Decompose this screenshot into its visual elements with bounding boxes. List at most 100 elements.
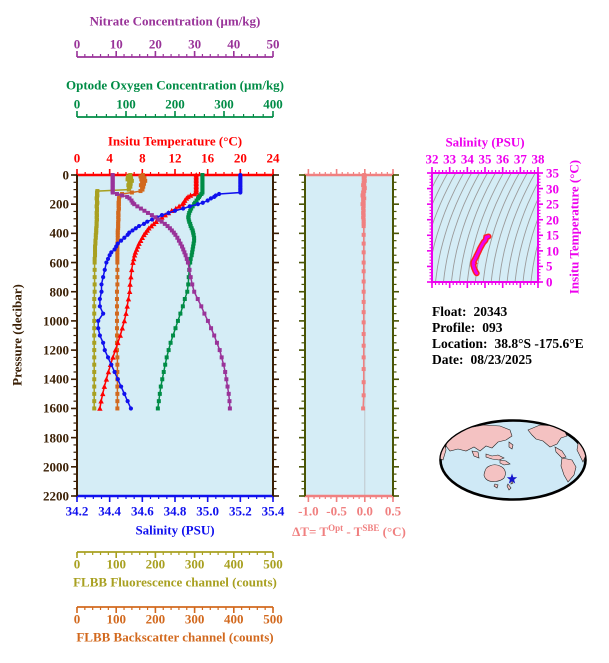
delta-t-marker xyxy=(361,206,366,211)
nitrate-concentration-marker xyxy=(183,253,188,258)
optode-oxygen-concentration-marker xyxy=(190,250,195,255)
flbb-backscatter-channel-marker xyxy=(116,198,121,203)
delta-t-marker xyxy=(360,202,365,207)
nitrate-concentration-marker xyxy=(169,228,174,233)
nitrate-concentration-marker xyxy=(187,267,192,272)
nitrate-concentration-marker xyxy=(176,238,181,243)
flbb-backscatter-channel-marker xyxy=(142,181,147,186)
nitrate-concentration-marker xyxy=(173,232,178,237)
flbb-fluorescence-channel-marker xyxy=(94,202,99,207)
optode-oxygen-concentration-marker xyxy=(175,318,180,323)
insitu-temperature-marker xyxy=(123,310,129,316)
flbb-backscatter-channel-marker xyxy=(115,369,120,374)
insitu-temperature-marker xyxy=(121,318,128,324)
optode-oxygen-concentration-marker xyxy=(187,219,192,224)
flbb-backscatter-channel-marker xyxy=(115,391,120,396)
flbb-backscatter-channel-marker xyxy=(138,189,143,194)
salinity-marker xyxy=(102,267,107,272)
nitrate-concentration-marker xyxy=(227,406,232,411)
flbb-backscatter-channel-marker xyxy=(114,326,119,331)
insitu-temperature-marker xyxy=(126,288,133,295)
salinity-marker xyxy=(99,282,104,287)
flbb-backscatter-channel-marker xyxy=(129,190,134,195)
salinity-marker xyxy=(187,204,192,209)
insitu-temperature-marker xyxy=(151,220,157,227)
optode-oxygen-concentration-marker xyxy=(188,260,193,265)
optode-oxygen-concentration-marker xyxy=(196,196,201,201)
flbb-backscatter-channel-marker xyxy=(115,267,120,272)
insitu-temperature-marker xyxy=(153,218,159,224)
nitrate-concentration-marker xyxy=(114,191,119,196)
optode-oxygen-concentration-marker xyxy=(192,238,197,243)
optode-oxygen-concentration-marker xyxy=(189,206,194,211)
optode-oxygen-concentration-marker xyxy=(171,333,176,338)
salinity-marker xyxy=(136,223,142,229)
delta-t-marker xyxy=(361,232,366,237)
salinity-marker xyxy=(122,235,127,240)
optode-oxygen-concentration-marker xyxy=(157,391,162,396)
float-id-row: Float: 20343 xyxy=(432,304,584,320)
ts-density-contour xyxy=(458,173,496,282)
delta-t-marker xyxy=(361,332,366,337)
flbb-backscatter-channel-marker xyxy=(116,202,121,207)
ts-density-contour xyxy=(432,173,433,174)
flbb-fluorescence-channel-marker xyxy=(92,391,97,396)
flbb-fluorescence-channel-marker xyxy=(92,304,97,309)
salinity-marker xyxy=(238,190,243,195)
map-japan xyxy=(508,441,514,450)
nitrate-concentration-marker xyxy=(159,219,164,224)
flbb-fluorescence-channel-marker xyxy=(94,219,99,224)
flbb-backscatter-channel-marker xyxy=(115,355,120,360)
optode-oxygen-concentration-marker xyxy=(186,215,191,220)
salinity-marker xyxy=(112,369,117,375)
nitrate-concentration-marker xyxy=(145,210,150,215)
flbb-backscatter-channel-marker xyxy=(140,173,145,177)
nitrate-concentration-marker xyxy=(190,282,195,287)
nitrate-concentration-marker xyxy=(182,250,187,255)
nitrate-concentration-marker xyxy=(192,289,197,294)
flbb-fluorescence-channel-marker xyxy=(128,181,133,186)
flbb-fluorescence-channel-marker xyxy=(93,253,98,258)
flbb-backscatter-channel-marker xyxy=(142,175,147,180)
salinity-marker xyxy=(200,200,205,205)
delta-t-marker xyxy=(362,196,367,201)
delta-t-marker xyxy=(361,367,366,372)
world-map xyxy=(438,418,588,507)
flbb-backscatter-channel-marker xyxy=(115,384,120,389)
nitrate-concentration-marker xyxy=(225,384,230,389)
flbb-fluorescence-channel-marker xyxy=(129,178,134,183)
optode-oxygen-concentration-marker xyxy=(188,256,193,261)
delta-t-marker xyxy=(361,250,366,255)
ts-density-contour xyxy=(435,173,472,282)
nitrate-concentration-marker xyxy=(120,193,125,198)
delta-t-marker xyxy=(361,224,366,229)
insitu-temperature-marker xyxy=(191,191,198,197)
delta-t-marker xyxy=(361,393,366,398)
salinity-marker xyxy=(122,391,127,396)
flbb-fluorescence-channel-marker xyxy=(93,232,98,237)
map-indonesia xyxy=(499,459,511,466)
delta-t-marker xyxy=(361,355,366,360)
flbb-backscatter-channel-marker xyxy=(115,399,120,404)
flbb-backscatter-channel-marker xyxy=(116,217,121,222)
flbb-fluorescence-channel-marker xyxy=(92,311,97,316)
ts-density-contour xyxy=(432,173,464,257)
optode-oxygen-concentration-marker xyxy=(189,253,194,258)
float-location-star xyxy=(506,473,518,484)
flbb-backscatter-channel-marker xyxy=(139,177,144,182)
delta-t-marker xyxy=(361,320,366,325)
delta-t-marker xyxy=(361,213,366,218)
profile-number-row: Profile: 093 xyxy=(432,320,584,336)
nitrate-concentration-marker xyxy=(156,217,161,222)
flbb-backscatter-channel-marker xyxy=(116,213,121,218)
flbb-backscatter-channel-marker xyxy=(116,204,121,209)
ts-density-contour xyxy=(432,173,449,207)
insitu-temperature-marker xyxy=(125,296,132,302)
delta-t-marker xyxy=(361,219,366,224)
flbb-fluorescence-channel-marker xyxy=(92,326,97,331)
location-value: 38.8°S -175.6°E xyxy=(494,336,584,351)
date-row: Date: 08/23/2025 xyxy=(432,352,584,368)
salinity-marker xyxy=(97,333,102,338)
nitrate-concentration-marker xyxy=(223,369,228,374)
ts-density-contour xyxy=(443,173,480,282)
